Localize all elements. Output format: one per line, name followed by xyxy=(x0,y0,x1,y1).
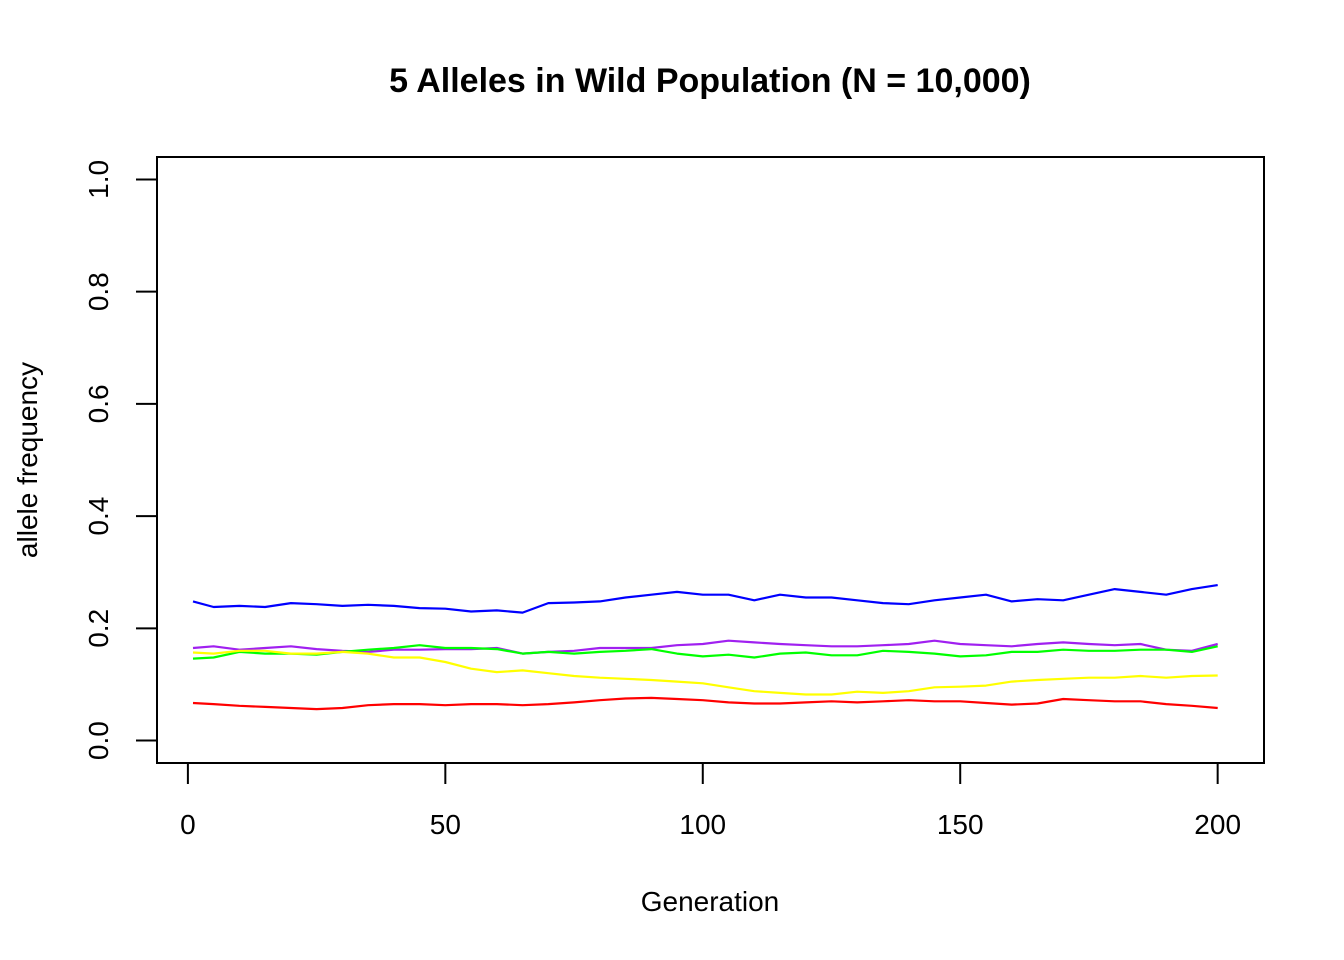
y-axis: 0.0 0.2 0.4 0.6 0.8 1.0 xyxy=(83,160,158,760)
y-tick-label: 0.8 xyxy=(83,272,114,311)
series-line-3 xyxy=(192,644,1218,660)
chart-title: 5 Alleles in Wild Population (N = 10,000… xyxy=(389,62,1031,100)
y-tick-label: 0.2 xyxy=(83,609,114,648)
y-tick-label: 0.0 xyxy=(83,721,114,760)
x-tick-label: 150 xyxy=(937,809,984,840)
x-tick-label: 0 xyxy=(180,809,196,840)
y-tick-label: 0.6 xyxy=(83,384,114,423)
series-group xyxy=(192,584,1218,711)
series-line-1 xyxy=(192,584,1218,614)
x-tick-label: 50 xyxy=(430,809,461,840)
series-line-4 xyxy=(192,649,1218,696)
x-axis: 0 50 100 150 200 xyxy=(180,762,1241,840)
x-tick-label: 100 xyxy=(679,809,726,840)
y-tick-label: 1.0 xyxy=(83,160,114,199)
plot-frame xyxy=(156,156,1265,764)
x-axis-label: Generation xyxy=(641,886,780,917)
series-line-5 xyxy=(192,696,1218,711)
y-axis-label: allele frequency xyxy=(12,362,43,558)
x-tick-label: 200 xyxy=(1194,809,1241,840)
y-tick-label: 0.4 xyxy=(83,497,114,536)
